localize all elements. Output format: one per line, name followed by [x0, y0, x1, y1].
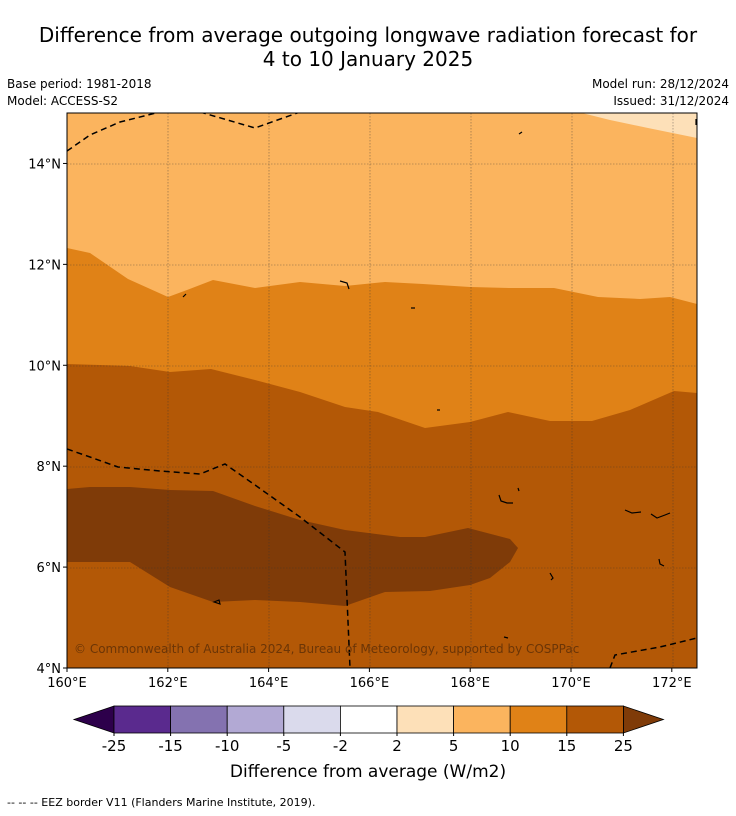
lon-tick-label: 170°E: [551, 676, 591, 691]
model-name: Model: ACCESS-S2: [7, 94, 119, 108]
lat-tick-label: 12°N: [28, 258, 61, 273]
colorbar-label: Difference from average (W/m2): [229, 762, 507, 782]
colorbar-tick-label: 10: [501, 737, 520, 755]
base-period: Base period: 1981-2018: [7, 77, 152, 91]
colorbar-segment: [453, 705, 511, 734]
lat-tick-label: 10°N: [28, 359, 61, 374]
colorbar-tick-label: 2: [392, 737, 402, 755]
colorbar-segment: [226, 705, 285, 734]
colorbar-tick-label: -10: [215, 737, 240, 755]
lon-tick-label: 164°E: [249, 676, 289, 691]
colorbar-segment: [170, 705, 228, 734]
colorbar-segment: [396, 705, 454, 734]
colorbar-over-arrow: [623, 705, 665, 734]
colorbar-segment: [283, 705, 341, 734]
map-frame: [66, 112, 698, 669]
islands: [182, 119, 697, 639]
colorbar-tick-label: 25: [614, 737, 633, 755]
lon-tick-label: 168°E: [450, 676, 490, 691]
model-run: Model run: 28/12/2024: [591, 77, 729, 91]
colorbar-tick-label: -25: [102, 737, 127, 755]
lat-tick-label: 4°N: [37, 662, 62, 677]
lon-tick-label: 162°E: [148, 676, 188, 691]
longitude-axis: 160°E 162°E 164°E 166°E 168°E 170°E 172°E: [47, 668, 692, 691]
graticule: [67, 113, 697, 668]
colorbar-tick-label: -15: [158, 737, 183, 755]
eez-borders: [67, 113, 697, 668]
lat-tick-label: 14°N: [28, 157, 61, 172]
colorbar-tick-label: 15: [557, 737, 576, 755]
lon-tick-label: 160°E: [47, 676, 87, 691]
lon-tick-label: 172°E: [652, 676, 692, 691]
issued-date: Issued: 31/12/2024: [613, 94, 729, 108]
colorbar-segment: [509, 705, 568, 734]
title-line-2: 4 to 10 January 2025: [262, 47, 474, 71]
eez-legend-note: -- -- -- EEZ border V11 (Flanders Marine…: [7, 796, 316, 809]
colorbar-segment: [113, 705, 171, 734]
anomaly-25plus-region: [67, 487, 518, 606]
title-line-1: Difference from average outgoing longwav…: [38, 23, 698, 47]
latitude-axis: 4°N 6°N 8°N 10°N 12°N 14°N: [28, 157, 67, 677]
colorbar: -25 -15 -10 -5 -2 2 5 10 15 25: [72, 705, 665, 755]
colorbar-tick-label: 5: [449, 737, 459, 755]
copyright-notice: © Commonwealth of Australia 2024, Bureau…: [74, 642, 579, 656]
colorbar-segment: [566, 705, 624, 734]
anomaly-2-5-region: [582, 113, 697, 138]
colorbar-under-arrow: [72, 705, 115, 734]
lon-tick-label: 166°E: [350, 676, 390, 691]
colorbar-segment: [339, 705, 398, 734]
map-area: © Commonwealth of Australia 2024, Bureau…: [67, 113, 697, 668]
lat-tick-label: 6°N: [37, 561, 62, 576]
anomaly-5-10-region: [67, 113, 697, 304]
lat-tick-label: 8°N: [37, 460, 62, 475]
colorbar-tick-label: -2: [333, 737, 348, 755]
colorbar-tick-label: -5: [276, 737, 291, 755]
